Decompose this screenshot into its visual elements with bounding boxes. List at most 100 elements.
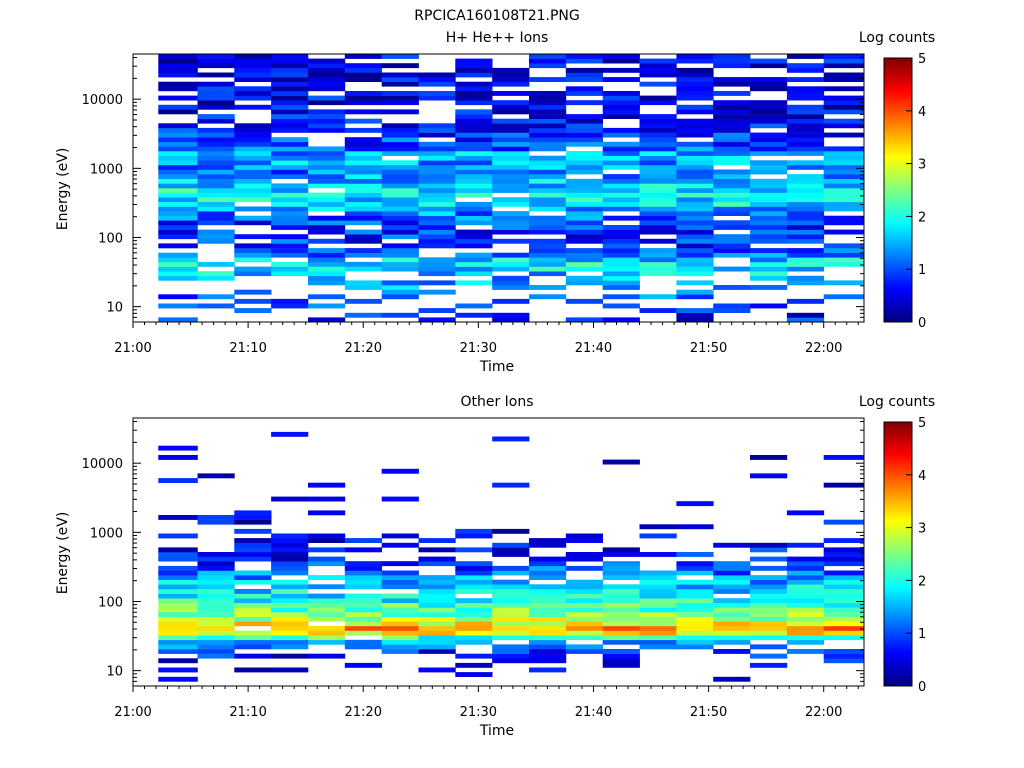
spectrogram-cell	[308, 303, 346, 309]
spectrogram-cell	[308, 593, 346, 599]
spectrogram-cell	[676, 72, 714, 78]
spectrogram-cell	[381, 123, 419, 129]
spectrogram-cell	[418, 72, 456, 78]
spectrogram-cell	[565, 565, 603, 571]
spectrogram-cell	[602, 653, 640, 659]
spectrogram-cell	[455, 211, 493, 216]
spectrogram-cell	[418, 178, 456, 184]
y-tick-label: 1000	[90, 526, 123, 541]
spectrogram-cell	[676, 616, 714, 622]
spectrogram-cell	[381, 252, 419, 258]
spectrogram-cell	[713, 201, 751, 207]
spectrogram-cell	[676, 271, 714, 277]
spectrogram-cell	[271, 552, 309, 557]
spectrogram-cell	[529, 556, 567, 562]
spectrogram-cell	[639, 63, 677, 69]
spectrogram-cell	[750, 123, 788, 129]
spectrogram-cell	[492, 482, 530, 488]
spectrogram-cell	[823, 215, 865, 221]
spectrogram-cell	[418, 243, 456, 249]
spectrogram-cell	[492, 72, 530, 78]
spectrogram-cell	[750, 178, 788, 184]
spectrogram-cell	[197, 602, 235, 608]
spectrogram-cell	[308, 95, 346, 101]
spectrogram-cell	[158, 192, 198, 198]
spectrogram-cell	[750, 616, 788, 622]
spectrogram-cell	[271, 127, 309, 133]
spectrogram-cell	[492, 625, 530, 631]
x-tick-label: 21:30	[460, 705, 497, 720]
spectrogram-cell	[197, 261, 235, 267]
spectrogram-cell	[197, 104, 235, 110]
spectrogram-cell	[158, 141, 198, 147]
spectrogram-cell	[234, 104, 272, 110]
spectrogram-cell	[271, 192, 309, 198]
spectrogram-cell	[750, 271, 788, 277]
spectrogram-cell	[234, 510, 272, 516]
spectrogram-cell	[158, 271, 198, 277]
spectrogram-cell	[786, 114, 825, 119]
spectrogram-cell	[234, 72, 272, 78]
spectrogram-cell	[158, 294, 198, 300]
spectrogram-cell	[158, 667, 198, 673]
spectrogram-cell	[602, 104, 640, 110]
spectrogram-cell	[492, 565, 530, 571]
spectrogram-cell	[602, 114, 640, 119]
spectrogram-cell	[602, 303, 640, 309]
spectrogram-cell	[750, 211, 788, 216]
colorbar-label: Log counts	[859, 30, 935, 46]
spectrogram-cell	[158, 676, 198, 682]
spectrogram-cell	[750, 625, 788, 631]
spectrogram-cell	[455, 95, 493, 101]
spectrogram-cell	[529, 542, 567, 548]
spectrogram-cell	[639, 266, 677, 272]
spectrogram-cell	[750, 248, 788, 253]
spectrogram-cell	[529, 266, 567, 272]
spectrogram-cell	[676, 602, 714, 608]
spectrogram-cell	[639, 67, 677, 73]
spectrogram-cell	[565, 192, 603, 198]
spectrogram-cell	[786, 261, 825, 267]
spectrogram-cell	[713, 197, 751, 203]
spectrogram-cell	[639, 95, 677, 101]
spectrogram-cell	[786, 584, 825, 590]
spectrogram-cell	[418, 261, 456, 267]
spectrogram-cell	[676, 215, 714, 221]
spectrogram-cell	[418, 211, 456, 216]
spectrogram-cell	[823, 455, 865, 460]
spectrogram-cell	[234, 653, 272, 659]
spectrogram-cell	[158, 649, 198, 654]
spectrogram-cell	[823, 635, 865, 641]
spectrogram-cell	[234, 197, 272, 203]
spectrogram-cell	[271, 123, 309, 129]
spectrogram-cell	[158, 137, 198, 143]
spectrogram-cell	[271, 570, 309, 576]
spectrogram-cell	[565, 220, 603, 226]
spectrogram-cell	[786, 280, 825, 286]
spectrogram-cell	[529, 593, 567, 599]
spectrogram-cell	[455, 192, 493, 198]
figure-title: RPCICA160108T21.PNG	[414, 8, 579, 24]
spectrogram-cell	[344, 169, 382, 175]
spectrogram-cell	[492, 178, 530, 184]
spectrogram-cell	[750, 455, 788, 460]
spectrogram-cell	[455, 653, 493, 659]
colorbar-tick-label: 5	[918, 416, 926, 431]
spectrogram-cell	[492, 579, 530, 585]
spectrogram-cell	[381, 151, 419, 156]
spectrogram-cell	[602, 589, 640, 594]
spectrogram-cell	[381, 644, 419, 650]
spectrogram-cell	[418, 584, 456, 590]
colorbar-ticks: 0 1 2 3 4 5	[906, 52, 926, 331]
spectrogram-cell	[823, 556, 865, 562]
spectrogram-cell	[234, 220, 272, 226]
spectrogram-cell	[197, 238, 235, 244]
spectrogram-cell	[492, 123, 530, 129]
spectrogram-cell	[455, 257, 493, 263]
spectrogram-cell	[750, 303, 788, 309]
spectrogram-cell	[158, 197, 198, 203]
spectrogram-cell	[786, 639, 825, 645]
spectrogram-cell	[602, 188, 640, 193]
spectrogram-cell	[381, 169, 419, 175]
spectrogram-cell	[713, 211, 751, 216]
